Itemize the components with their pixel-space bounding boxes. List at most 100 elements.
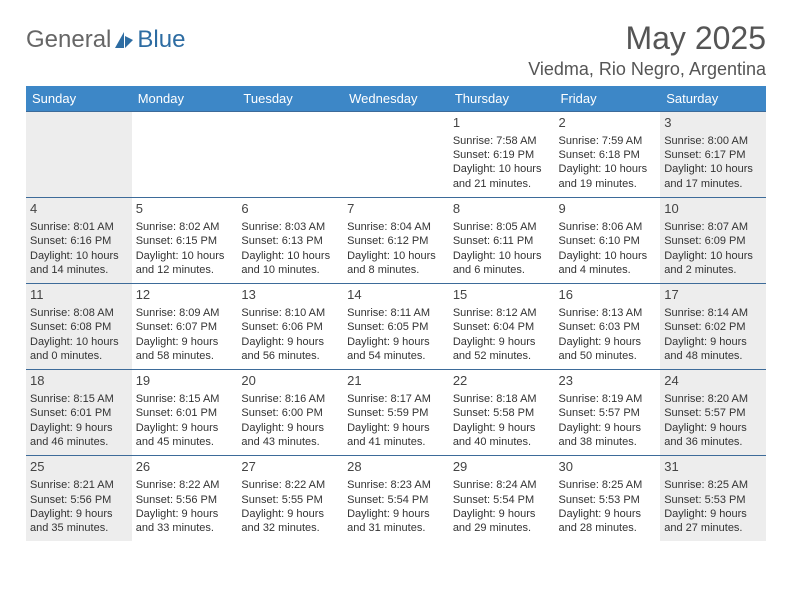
daylight-text: and 52 minutes. (453, 349, 551, 363)
daylight-text: and 36 minutes. (664, 435, 762, 449)
day-cell (132, 112, 238, 198)
sunrise-text: Sunrise: 8:23 AM (347, 478, 445, 492)
sunset-text: Sunset: 6:15 PM (136, 234, 234, 248)
sunset-text: Sunset: 6:04 PM (453, 320, 551, 334)
daylight-text: Daylight: 9 hours (453, 335, 551, 349)
dayheader-friday: Friday (555, 86, 661, 112)
daylight-text: Daylight: 9 hours (453, 507, 551, 521)
daylight-text: and 4 minutes. (559, 263, 657, 277)
day-cell: 23Sunrise: 8:19 AMSunset: 5:57 PMDayligh… (555, 370, 661, 456)
daylight-text: and 41 minutes. (347, 435, 445, 449)
sunrise-text: Sunrise: 8:11 AM (347, 306, 445, 320)
day-number: 3 (664, 115, 762, 132)
daylight-text: and 14 minutes. (30, 263, 128, 277)
calendar-table: SundayMondayTuesdayWednesdayThursdayFrid… (26, 86, 766, 541)
page-header: General Blue May 2025 Viedma, Rio Negro,… (26, 20, 766, 80)
sunrise-text: Sunrise: 8:25 AM (664, 478, 762, 492)
daylight-text: and 32 minutes. (241, 521, 339, 535)
brand-blue: Blue (137, 26, 185, 54)
daylight-text: Daylight: 9 hours (136, 421, 234, 435)
sunrise-text: Sunrise: 8:10 AM (241, 306, 339, 320)
daylight-text: and 40 minutes. (453, 435, 551, 449)
sunset-text: Sunset: 6:00 PM (241, 406, 339, 420)
day-number: 21 (347, 373, 445, 390)
daylight-text: Daylight: 10 hours (559, 249, 657, 263)
daylight-text: and 56 minutes. (241, 349, 339, 363)
day-cell: 31Sunrise: 8:25 AMSunset: 5:53 PMDayligh… (660, 456, 766, 542)
sunrise-text: Sunrise: 8:14 AM (664, 306, 762, 320)
day-cell: 13Sunrise: 8:10 AMSunset: 6:06 PMDayligh… (237, 284, 343, 370)
sunset-text: Sunset: 6:10 PM (559, 234, 657, 248)
dayheader-sunday: Sunday (26, 86, 132, 112)
sunset-text: Sunset: 6:11 PM (453, 234, 551, 248)
day-number: 18 (30, 373, 128, 390)
day-number: 8 (453, 201, 551, 218)
daylight-text: and 58 minutes. (136, 349, 234, 363)
daylight-text: Daylight: 9 hours (559, 335, 657, 349)
brand-sail-icon (113, 30, 135, 50)
sunrise-text: Sunrise: 8:22 AM (241, 478, 339, 492)
day-number: 12 (136, 287, 234, 304)
sunrise-text: Sunrise: 8:07 AM (664, 220, 762, 234)
day-number: 19 (136, 373, 234, 390)
day-number: 24 (664, 373, 762, 390)
day-cell (343, 112, 449, 198)
sunrise-text: Sunrise: 8:21 AM (30, 478, 128, 492)
sunrise-text: Sunrise: 8:04 AM (347, 220, 445, 234)
daylight-text: and 46 minutes. (30, 435, 128, 449)
daylight-text: and 0 minutes. (30, 349, 128, 363)
sunset-text: Sunset: 6:08 PM (30, 320, 128, 334)
sunrise-text: Sunrise: 8:08 AM (30, 306, 128, 320)
day-cell: 1Sunrise: 7:58 AMSunset: 6:19 PMDaylight… (449, 112, 555, 198)
daylight-text: Daylight: 9 hours (241, 335, 339, 349)
sunset-text: Sunset: 5:54 PM (347, 493, 445, 507)
sunset-text: Sunset: 6:13 PM (241, 234, 339, 248)
week-row: 18Sunrise: 8:15 AMSunset: 6:01 PMDayligh… (26, 370, 766, 456)
day-number: 31 (664, 459, 762, 476)
day-cell: 5Sunrise: 8:02 AMSunset: 6:15 PMDaylight… (132, 198, 238, 284)
day-cell: 29Sunrise: 8:24 AMSunset: 5:54 PMDayligh… (449, 456, 555, 542)
day-number: 23 (559, 373, 657, 390)
day-cell: 15Sunrise: 8:12 AMSunset: 6:04 PMDayligh… (449, 284, 555, 370)
sunrise-text: Sunrise: 8:24 AM (453, 478, 551, 492)
day-number: 25 (30, 459, 128, 476)
dayheader-thursday: Thursday (449, 86, 555, 112)
daylight-text: and 6 minutes. (453, 263, 551, 277)
sunset-text: Sunset: 6:06 PM (241, 320, 339, 334)
day-number: 5 (136, 201, 234, 218)
day-number: 17 (664, 287, 762, 304)
location-label: Viedma, Rio Negro, Argentina (528, 59, 766, 80)
daylight-text: Daylight: 9 hours (347, 507, 445, 521)
sunset-text: Sunset: 5:56 PM (136, 493, 234, 507)
day-cell: 11Sunrise: 8:08 AMSunset: 6:08 PMDayligh… (26, 284, 132, 370)
sunset-text: Sunset: 6:16 PM (30, 234, 128, 248)
day-cell (237, 112, 343, 198)
daylight-text: and 33 minutes. (136, 521, 234, 535)
day-number: 7 (347, 201, 445, 218)
sunrise-text: Sunrise: 8:15 AM (136, 392, 234, 406)
daylight-text: and 38 minutes. (559, 435, 657, 449)
day-cell: 16Sunrise: 8:13 AMSunset: 6:03 PMDayligh… (555, 284, 661, 370)
daylight-text: Daylight: 9 hours (241, 421, 339, 435)
day-cell: 4Sunrise: 8:01 AMSunset: 6:16 PMDaylight… (26, 198, 132, 284)
daylight-text: and 48 minutes. (664, 349, 762, 363)
day-number: 15 (453, 287, 551, 304)
day-cell: 8Sunrise: 8:05 AMSunset: 6:11 PMDaylight… (449, 198, 555, 284)
daylight-text: Daylight: 10 hours (347, 249, 445, 263)
sunrise-text: Sunrise: 8:05 AM (453, 220, 551, 234)
day-cell: 26Sunrise: 8:22 AMSunset: 5:56 PMDayligh… (132, 456, 238, 542)
day-cell: 24Sunrise: 8:20 AMSunset: 5:57 PMDayligh… (660, 370, 766, 456)
sunset-text: Sunset: 6:12 PM (347, 234, 445, 248)
sunrise-text: Sunrise: 8:09 AM (136, 306, 234, 320)
daylight-text: and 19 minutes. (559, 177, 657, 191)
brand-logo: General Blue (26, 26, 185, 54)
day-number: 10 (664, 201, 762, 218)
sunset-text: Sunset: 5:57 PM (559, 406, 657, 420)
daylight-text: Daylight: 10 hours (664, 249, 762, 263)
daylight-text: and 10 minutes. (241, 263, 339, 277)
dayheader-tuesday: Tuesday (237, 86, 343, 112)
daylight-text: Daylight: 10 hours (453, 162, 551, 176)
week-row: 11Sunrise: 8:08 AMSunset: 6:08 PMDayligh… (26, 284, 766, 370)
month-title: May 2025 (528, 20, 766, 57)
daylight-text: Daylight: 9 hours (347, 421, 445, 435)
